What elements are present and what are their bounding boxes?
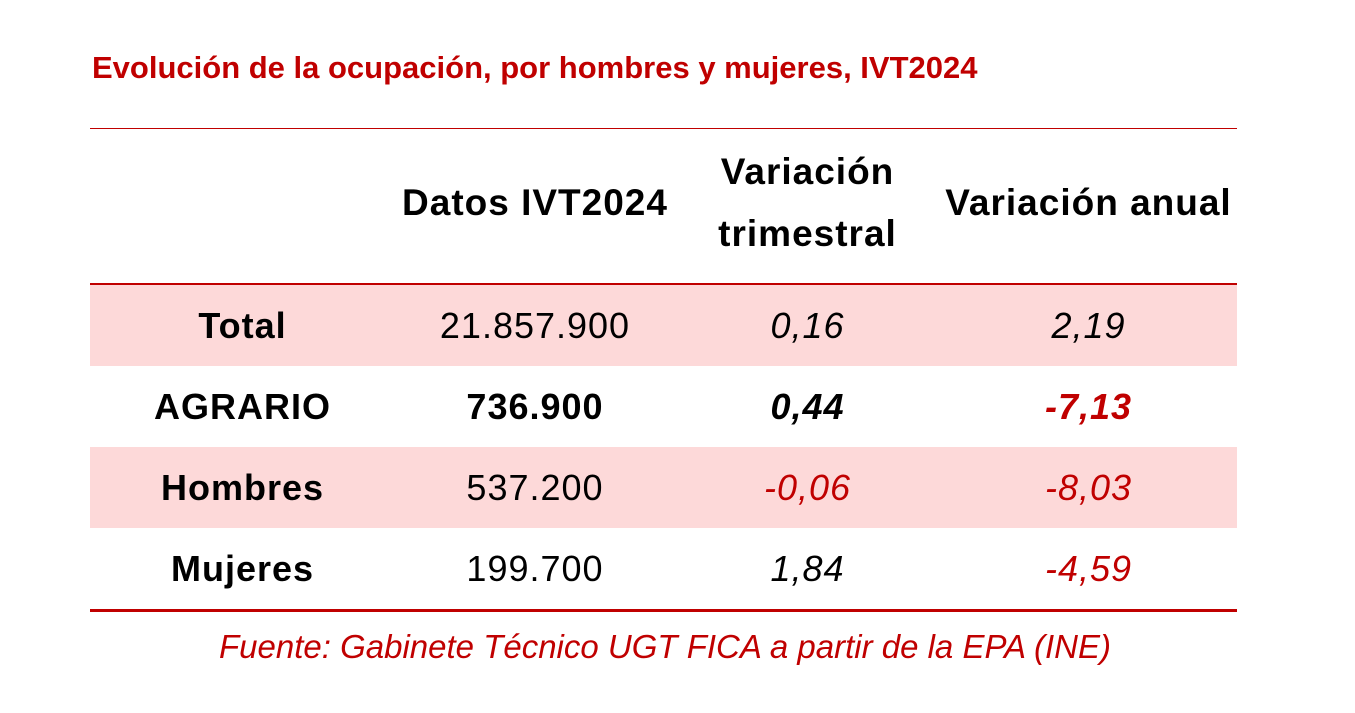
header-row: Datos IVT2024 Variación trimestral Varia… [90,128,1237,285]
table: Datos IVT2024 Variación trimestral Varia… [90,128,1237,612]
source: Fuente: Gabinete Técnico UGT FICA a part… [219,628,1111,665]
cell: 0,16 [675,284,940,366]
cell: -8,03 [940,447,1237,528]
header-cell: Variación anual [940,128,1237,285]
row: Total 21.857.900 0,16 2,19 [90,284,1237,366]
cell: -7,13 [1044,385,1133,427]
row: Hombres 537.200 -0,06 -8,03 [90,447,1237,528]
cell: 0,44 [770,385,845,427]
row-label: AGRARIO [154,385,331,427]
cell: -4,59 [1044,547,1133,589]
row-label: Mujeres [170,547,315,589]
row-label: Hombres [90,447,395,528]
row-label: Total [90,284,395,366]
cell: 537.200 [395,447,675,528]
header-cell [90,128,395,285]
cell: 1,84 [770,547,845,589]
cell: -0,06 [675,447,940,528]
title: Evolución de la ocupación, por hombres y… [92,50,978,85]
cell: 2,19 [940,284,1237,366]
cell: 21.857.900 [395,284,675,366]
cell: 736.900 [466,385,604,427]
cell: 199.700 [466,547,604,589]
header-cell: Datos IVT2024 [395,128,675,285]
header-cell: Variación trimestral [675,128,940,285]
row: AGRARIO 736.900 0,44 -7,13 [90,366,1237,447]
row: Mujeres 199.700 1,84 -4,59 [90,528,1237,611]
